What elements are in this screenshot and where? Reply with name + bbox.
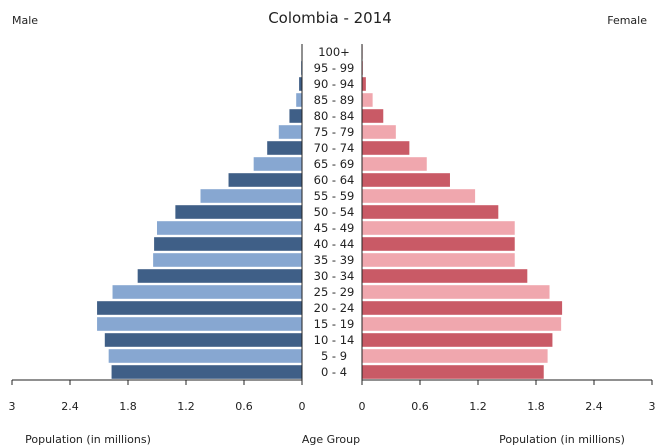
female-bars [362,45,563,379]
chart-title: Colombia - 2014 [268,9,392,27]
female-bar-10-14 [362,333,553,347]
age-group-label: 85 - 89 [314,93,355,107]
male-bar-45-49 [157,221,302,235]
age-group-label: 50 - 54 [314,205,355,219]
x-axis-label-left: Population (in millions) [25,433,151,446]
age-group-label: 60 - 64 [314,173,355,187]
male-header: Male [12,14,38,27]
female-bar-55-59 [362,189,476,203]
male-x-tick-label: 0 [299,400,306,413]
male-x-tick-label: 1.2 [177,400,195,413]
male-x-tick-label: 3 [9,400,16,413]
female-bar-65-69 [362,157,427,171]
male-bar-90-94 [299,77,302,91]
female-x-tick-label: 1.2 [469,400,487,413]
female-bar-60-64 [362,173,450,187]
age-group-label: 5 - 9 [321,349,347,363]
age-group-label: 70 - 74 [314,141,355,155]
male-bar-55-59 [200,189,302,203]
male-bar-70-74 [267,141,302,155]
female-bar-40-44 [362,237,515,251]
female-bar-45-49 [362,221,515,235]
female-bar-5-9 [362,349,548,363]
age-group-label: 25 - 29 [314,285,355,299]
male-bar-10-14 [104,333,302,347]
female-bar-50-54 [362,205,499,219]
male-bar-30-34 [137,269,302,283]
male-bar-85-89 [296,93,302,107]
female-bar-0-4 [362,365,544,379]
female-bar-85-89 [362,93,373,107]
female-bar-80-84 [362,109,384,123]
male-bars [97,45,303,379]
female-bar-70-74 [362,141,410,155]
female-bar-25-29 [362,285,550,299]
male-bar-20-24 [97,301,302,315]
age-group-labels: 0 - 4 5 - 9 10 - 14 15 - 19 20 - 24 25 - 29 30… [314,45,355,379]
age-group-label: 10 - 14 [314,333,355,347]
age-group-label: 45 - 49 [314,221,355,235]
male-bar-60-64 [228,173,302,187]
female-header: Female [607,14,647,27]
male-bar-5-9 [108,349,303,363]
female-bar-30-34 [362,269,528,283]
age-group-label: 0 - 4 [321,365,347,379]
male-bar-65-69 [253,157,302,171]
male-bar-0-4 [111,365,302,379]
male-bar-35-39 [153,253,302,267]
female-x-tick-label: 1.8 [527,400,545,413]
age-group-label: 35 - 39 [314,253,355,267]
female-bar-90-94 [362,77,366,91]
x-axis-label-center: Age Group [302,433,360,446]
female-x-tick-label: 2.4 [585,400,603,413]
female-bar-35-39 [362,253,515,267]
age-group-label: 40 - 44 [314,237,355,251]
male-x-tick-label: 1.8 [119,400,137,413]
male-bar-75-79 [278,125,302,139]
age-group-label: 75 - 79 [314,125,355,139]
age-group-label: 20 - 24 [314,301,355,315]
female-bar-75-79 [362,125,396,139]
age-group-label: 90 - 94 [314,77,355,91]
axes: 3 2.4 1.8 1.2 0.6 0 0 0.6 1.2 1.8 2.4 3 [9,44,656,413]
male-bar-25-29 [112,285,303,299]
age-group-label: 30 - 34 [314,269,355,283]
female-bar-15-19 [362,317,562,331]
female-x-tick-label: 0.6 [411,400,429,413]
male-x-tick-label: 0.6 [235,400,253,413]
female-x-tick-label: 3 [649,400,656,413]
male-bar-40-44 [154,237,302,251]
age-group-label: 100+ [318,45,350,59]
x-axis-label-right: Population (in millions) [499,433,625,446]
age-group-label: 55 - 59 [314,189,355,203]
male-bar-15-19 [97,317,302,331]
female-bar-20-24 [362,301,563,315]
age-group-label: 80 - 84 [314,109,355,123]
male-bar-50-54 [175,205,302,219]
age-group-label: 15 - 19 [314,317,355,331]
male-x-tick-label: 2.4 [61,400,79,413]
female-x-tick-label: 0 [359,400,366,413]
age-group-label: 95 - 99 [314,61,355,75]
male-bar-80-84 [289,109,302,123]
age-group-label: 65 - 69 [314,157,355,171]
